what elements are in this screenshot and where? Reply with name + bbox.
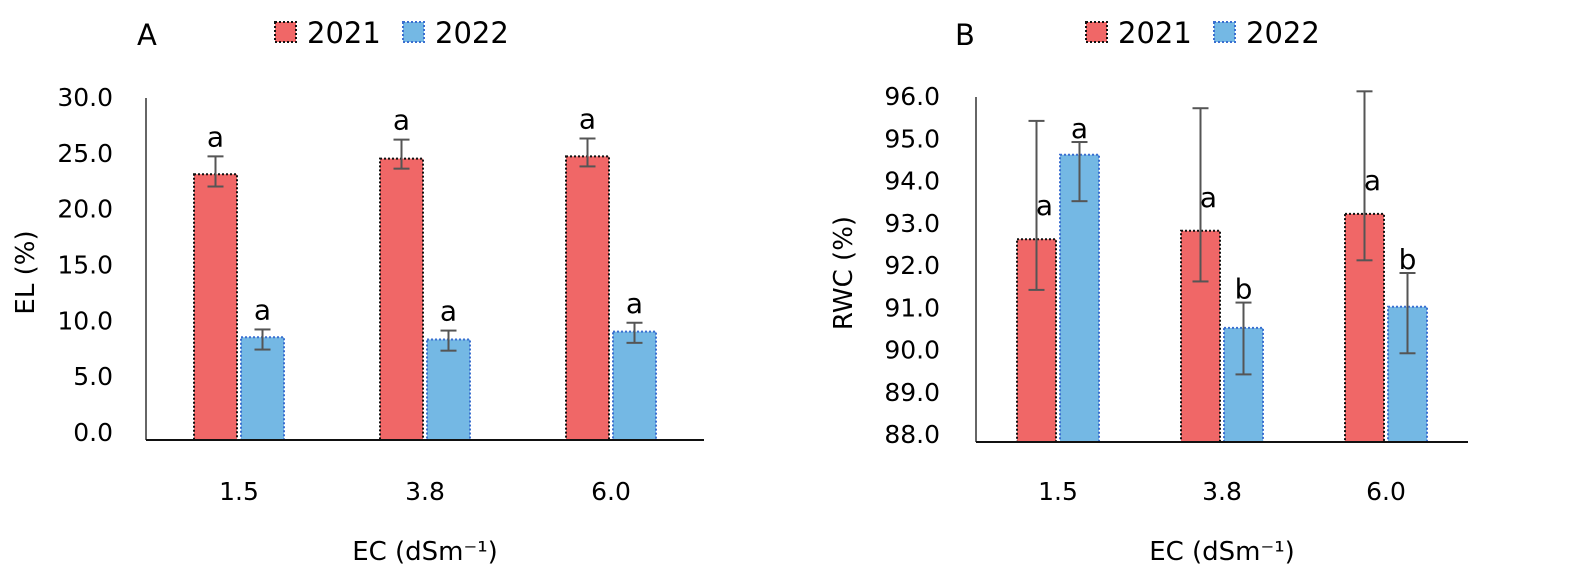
significance-letter: a [207, 120, 224, 153]
significance-letter: a [440, 295, 457, 328]
y-tick-label: 30.0 [57, 83, 113, 112]
bar-2022-1.5 [1059, 153, 1100, 443]
y-tick-label: 15.0 [57, 251, 113, 280]
significance-letter: a [1364, 164, 1381, 197]
y-tick-label: 89.0 [884, 378, 940, 407]
significance-letter: b [1235, 273, 1253, 306]
x-axis-title: EC (dSm⁻¹) [1149, 537, 1295, 566]
legend-swatch-2021 [274, 21, 297, 43]
panel-label: B [955, 18, 975, 52]
y-axis-title: EL (%) [11, 230, 41, 314]
panel-label: A [137, 18, 157, 52]
y-tick-label: 10.0 [57, 306, 113, 335]
x-tick-label: 6.0 [591, 477, 631, 506]
x-tick-label: 6.0 [1366, 477, 1406, 506]
panel-b: B 2021 2022 88.0 89.0 90.0 91.0 92.0 93.0 94.0 95.… [829, 16, 1468, 566]
bar-2022-6.0 [612, 330, 657, 441]
bar-2021-3.8 [379, 157, 424, 441]
bar-2022-1.5 [240, 336, 285, 441]
legend-swatch-2022 [1213, 21, 1236, 43]
y-tick-label: 88.0 [884, 420, 940, 449]
y-tick-label: 0.0 [73, 418, 113, 447]
bar-2022-3.8 [426, 338, 471, 441]
significance-letter: b [1399, 243, 1417, 276]
bar-2021-6.0 [565, 155, 610, 441]
y-tick-label: 90.0 [884, 336, 940, 365]
y-tick-label: 91.0 [884, 293, 940, 322]
y-tick-label: 96.0 [884, 82, 940, 111]
significance-letter: a [1071, 112, 1088, 145]
y-tick-label: 5.0 [73, 362, 113, 391]
legend-label-2022: 2022 [435, 16, 509, 50]
y-axis-title: RWC (%) [829, 216, 859, 330]
y-tick-label: 25.0 [57, 139, 113, 168]
x-tick-label: 3.8 [405, 477, 445, 506]
x-tick-label: 3.8 [1202, 477, 1242, 506]
bar-2021-1.5 [193, 173, 238, 441]
x-axis-title: EC (dSm⁻¹) [352, 537, 498, 566]
y-tick-label: 20.0 [57, 195, 113, 224]
y-tick-label: 93.0 [884, 209, 940, 238]
significance-letter: a [1200, 181, 1217, 214]
significance-letter: a [579, 103, 596, 136]
y-tick-label: 95.0 [884, 124, 940, 153]
significance-letter: a [1036, 189, 1053, 222]
significance-letter: a [254, 293, 271, 326]
y-tick-label: 94.0 [884, 167, 940, 196]
significance-letter: a [626, 287, 643, 320]
x-tick-label: 1.5 [1038, 477, 1078, 506]
legend-label-2022: 2022 [1246, 16, 1320, 50]
legend-swatch-2022 [402, 21, 425, 43]
legend-label-2021: 2021 [1118, 16, 1192, 50]
y-tick-label: 92.0 [884, 251, 940, 280]
panel-a: A 2021 2022 0.0 5.0 10.0 15.0 20.0 25.0 30.0 EL (%… [11, 16, 704, 566]
legend-swatch-2021 [1085, 21, 1108, 43]
significance-letter: a [393, 104, 410, 137]
x-tick-label: 1.5 [219, 477, 259, 506]
legend-label-2021: 2021 [307, 16, 381, 50]
